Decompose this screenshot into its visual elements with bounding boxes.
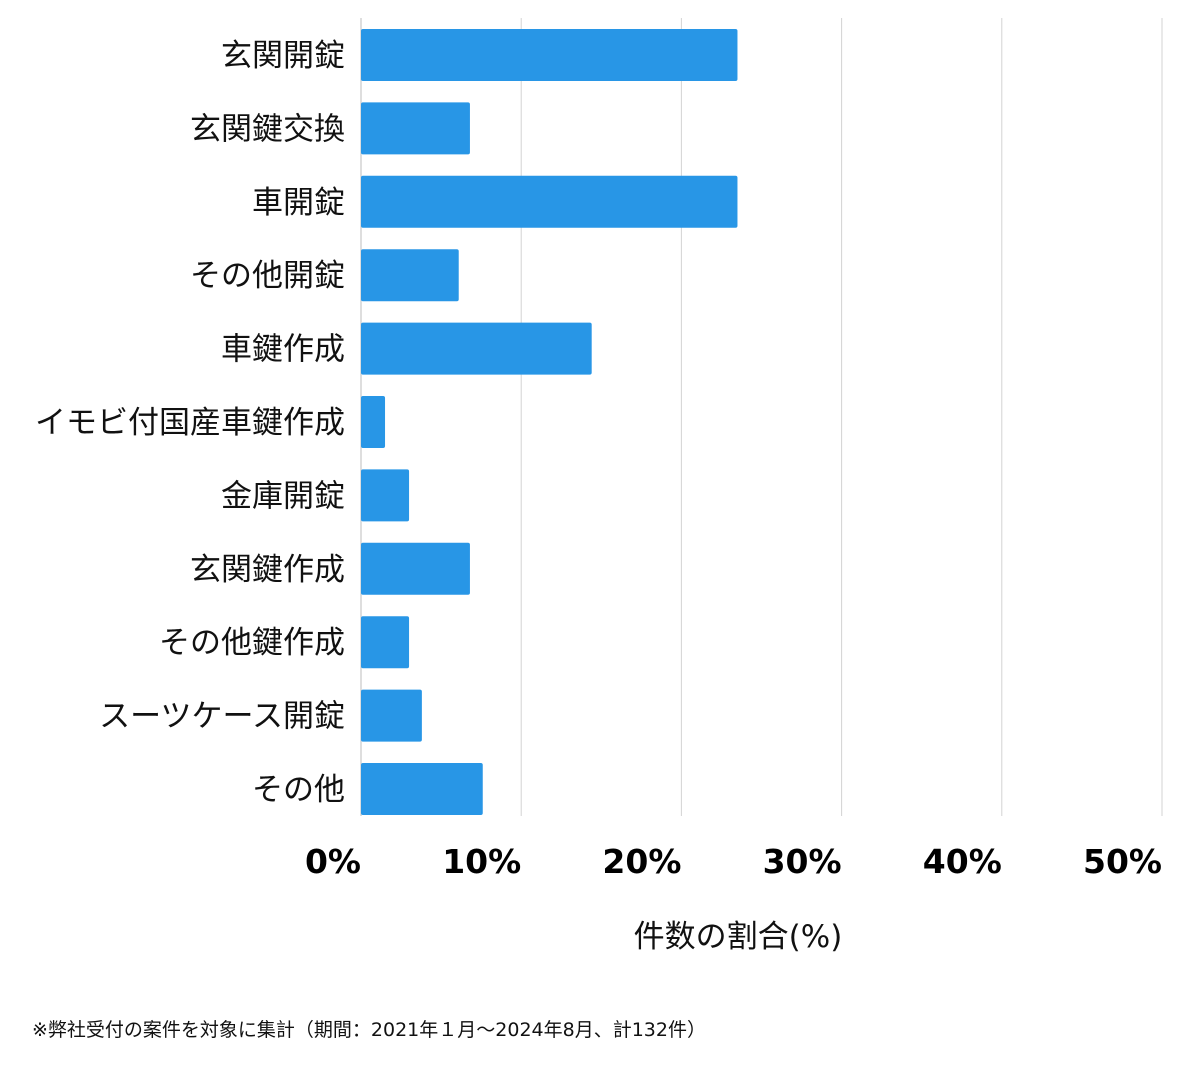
x-tick-label: 0% bbox=[305, 842, 361, 881]
bar-1 bbox=[361, 102, 470, 155]
bar-9 bbox=[361, 689, 422, 742]
bar-5 bbox=[361, 396, 386, 448]
bar-8 bbox=[361, 616, 410, 669]
category-label: イモビ付国産車鍵作成 bbox=[35, 405, 345, 441]
category-label: その他鍵作成 bbox=[159, 625, 345, 661]
bar-6 bbox=[361, 469, 410, 522]
category-labels: 玄関開錠玄関鍵交換車開錠その他開錠車鍵作成イモビ付国産車鍵作成金庫開錠玄関鍵作成… bbox=[35, 38, 345, 808]
category-label: 車開錠 bbox=[252, 185, 345, 221]
category-label: スーツケース開錠 bbox=[99, 699, 345, 735]
gridlines bbox=[360, 18, 1163, 816]
x-axis-title: 件数の割合(%) bbox=[634, 919, 843, 955]
x-tick-label: 50% bbox=[1083, 842, 1162, 881]
category-label: その他開錠 bbox=[190, 258, 345, 294]
bar-3 bbox=[361, 249, 459, 302]
x-tick-label: 40% bbox=[923, 842, 1002, 881]
bar-10 bbox=[361, 763, 483, 815]
category-label: 車鍵作成 bbox=[221, 332, 345, 368]
bar-4 bbox=[361, 322, 592, 375]
category-label: 玄関開錠 bbox=[221, 38, 345, 74]
x-tick-label: 20% bbox=[602, 842, 681, 881]
bar-2 bbox=[361, 175, 738, 228]
x-tick-labels: 0% 10% 20% 30% 40% 50% bbox=[305, 842, 1162, 881]
x-tick-label: 10% bbox=[442, 842, 521, 881]
category-label: 金庫開錠 bbox=[221, 478, 345, 514]
bar-0 bbox=[361, 29, 738, 81]
category-label: 玄関鍵交換 bbox=[190, 111, 345, 147]
footnote: ※弊社受付の案件を対象に集計（期間：2021年１月〜2024年8月、計132件） bbox=[32, 1019, 706, 1041]
x-tick-label: 30% bbox=[763, 842, 842, 881]
category-label: その他 bbox=[252, 772, 345, 808]
bar-7 bbox=[361, 542, 470, 595]
bar-series bbox=[361, 29, 738, 815]
category-label: 玄関鍵作成 bbox=[190, 552, 345, 588]
